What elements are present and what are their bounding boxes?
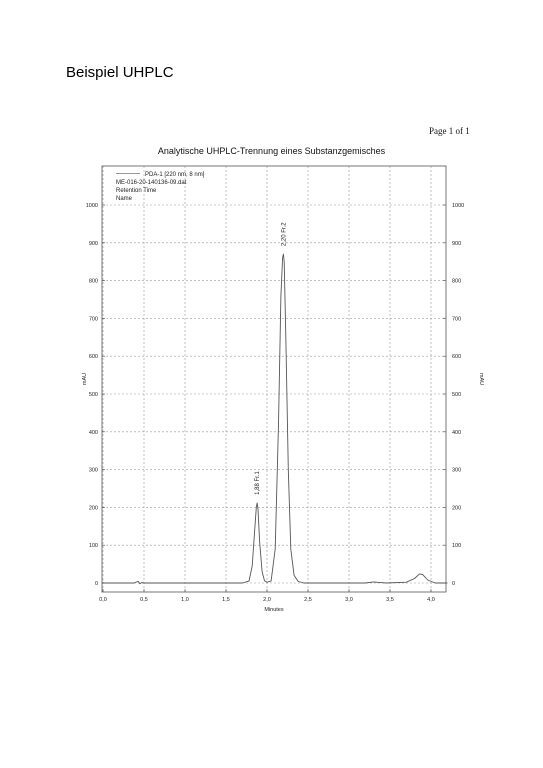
legend-entry: Name (116, 196, 133, 202)
page-number: Page 1 of 1 (429, 126, 470, 136)
y-tick-label-left: 0 (95, 581, 98, 587)
x-tick-label: 3,0 (345, 597, 353, 603)
x-tick-label: 2,0 (263, 597, 271, 603)
y-tick-label-left: 800 (89, 279, 98, 285)
legend-entry: ME-016-20-140136-09.dat (116, 180, 187, 186)
legend-entry: Retention Time (116, 188, 157, 194)
y-tick-label-left: 1000 (86, 203, 98, 209)
y-axis-label-left: mAU (82, 373, 88, 385)
y-tick-label-left: 400 (89, 430, 98, 436)
y-tick-label-right: 500 (452, 392, 461, 398)
y-tick-label-right: 100 (452, 543, 461, 549)
chromatogram-line (103, 253, 448, 585)
y-tick-label-right: 0 (452, 581, 455, 587)
x-tick-label: 2,5 (304, 597, 312, 603)
plot-frame (101, 165, 447, 593)
peak-label: 2,20 Fr.2 (281, 222, 287, 246)
y-tick-label-right: 600 (452, 354, 461, 360)
y-tick-label-left: 100 (89, 543, 98, 549)
y-tick-label-left: 700 (89, 316, 98, 322)
y-tick-label-right: 800 (452, 279, 461, 285)
peak-label: 1,88 Fr.1 (255, 471, 261, 495)
page-heading: Beispiel UHPLC (66, 64, 174, 81)
y-tick-label-left: 900 (89, 241, 98, 247)
x-tick-label: 0,0 (99, 597, 107, 603)
y-tick-label-right: 200 (452, 505, 461, 511)
y-tick-label-right: 1000 (452, 203, 464, 209)
y-tick-label-left: 500 (89, 392, 98, 398)
x-tick-label: 1,0 (181, 597, 189, 603)
x-tick-label: 4,0 (427, 597, 435, 603)
x-tick-label: 1,5 (222, 597, 230, 603)
y-tick-label-right: 400 (452, 430, 461, 436)
y-tick-label-left: 200 (89, 505, 98, 511)
y-tick-label-left: 300 (89, 468, 98, 474)
x-tick-label: 0,5 (140, 597, 148, 603)
y-axis-label-right: mAU (478, 373, 484, 385)
y-tick-label-left: 600 (89, 354, 98, 360)
y-tick-label-right: 900 (452, 241, 461, 247)
legend-entry: PDA-1 [220 nm, 8 nm] (145, 172, 205, 178)
x-tick-label: 3,5 (386, 597, 394, 603)
y-tick-label-right: 700 (452, 316, 461, 322)
x-axis-label: Minutes (264, 607, 284, 613)
y-tick-label-right: 300 (452, 468, 461, 474)
chart-title: Analytische UHPLC-Trennung eines Substan… (157, 146, 386, 156)
